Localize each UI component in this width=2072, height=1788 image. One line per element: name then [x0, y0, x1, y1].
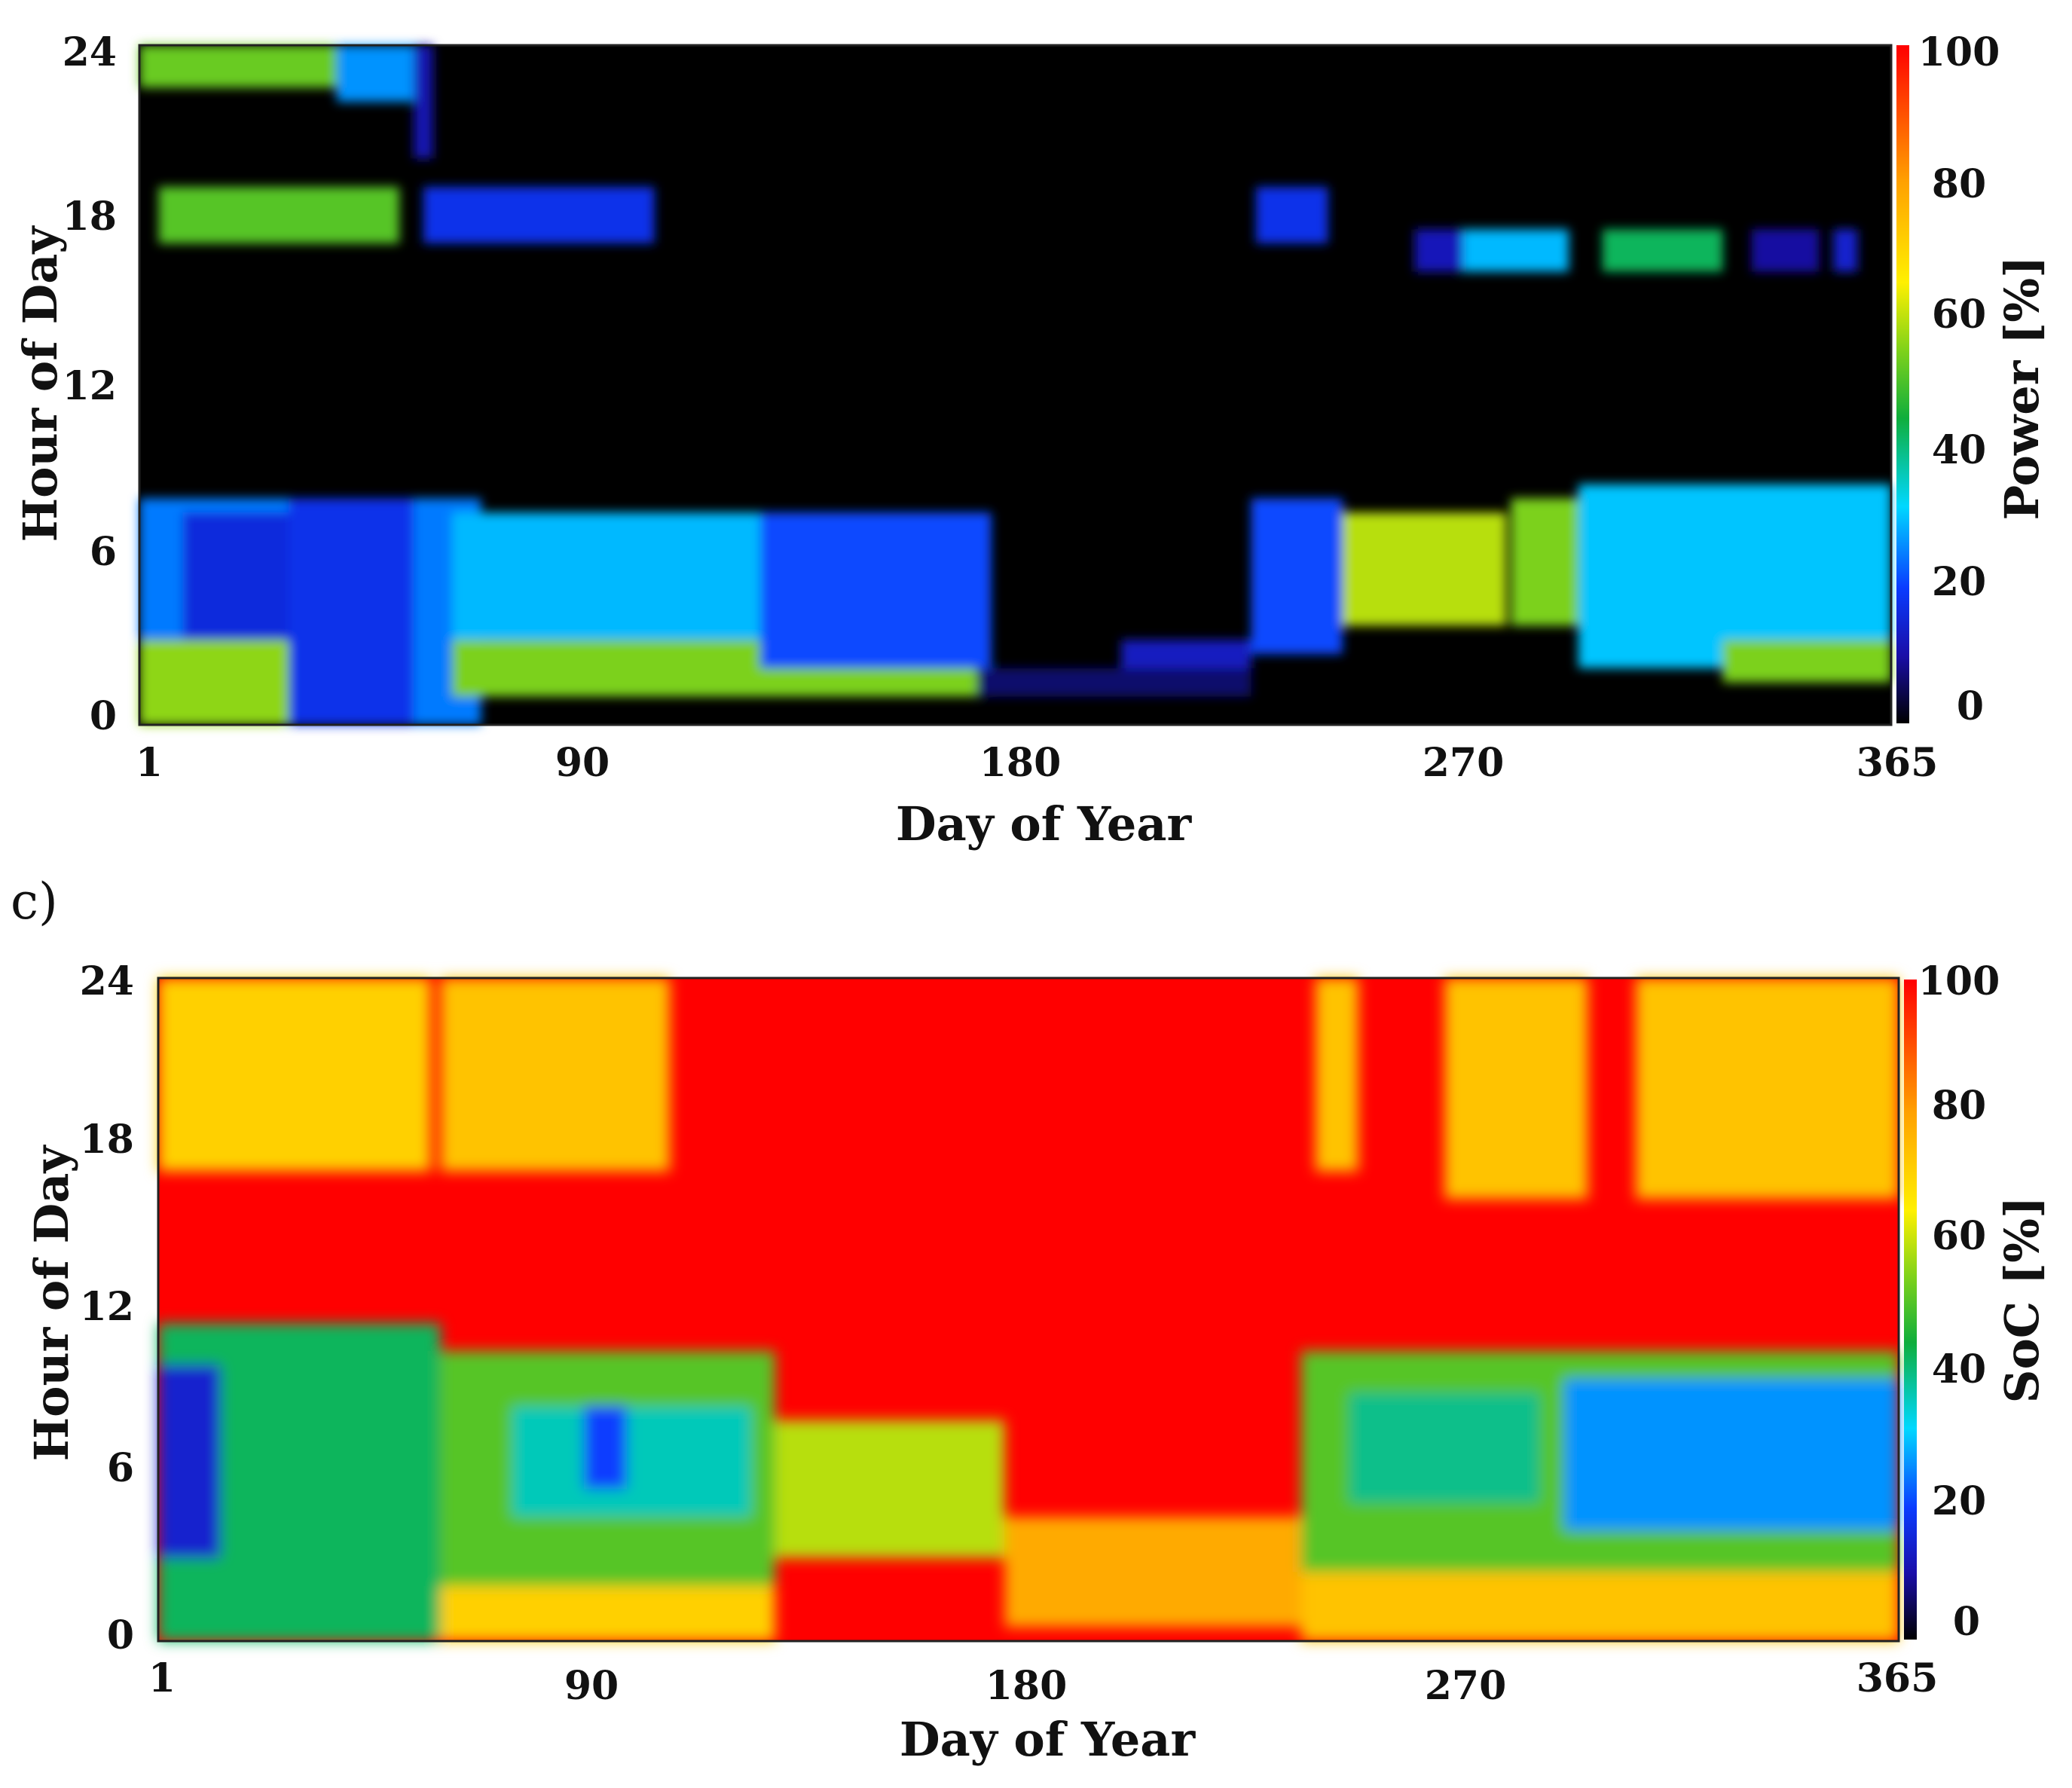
x-tick-label: 365: [1857, 740, 1939, 786]
heatmap-cell: [1349, 1392, 1541, 1503]
heatmap-cell: [512, 1406, 751, 1517]
y-tick-label: 6: [107, 1445, 134, 1491]
x-tick-label: 1: [136, 740, 163, 786]
plot-frame: [138, 44, 1893, 726]
y-axis: 0 6 12 18 24 Hour of Day: [13, 29, 117, 739]
colorbar: 0 20 40 60 80 100 SoC [%]: [1904, 958, 2049, 1645]
heatmap-cell: [1255, 186, 1328, 244]
heatmap-cell: [1833, 229, 1858, 272]
y-tick-label: 18: [80, 1117, 134, 1163]
heatmap-cell: [289, 498, 414, 725]
y-axis-title: Hour of Day: [24, 1145, 79, 1462]
x-axis: 1 90 180 270 365 Day of Year: [136, 740, 1938, 851]
heatmap-cell: [158, 978, 431, 1172]
heatmap-cell: [1315, 978, 1358, 1172]
heatmap-cell: [1251, 498, 1343, 655]
colorbar-title: SoC [%]: [1994, 1197, 2049, 1404]
colorbar-tick-label: 40: [1932, 427, 1986, 473]
y-tick-label: 24: [63, 29, 117, 75]
colorbar-tick-label: 80: [1932, 1083, 1986, 1129]
plot-area: [157, 977, 1900, 1643]
colorbar-tick-label: 60: [1932, 292, 1986, 338]
heatmap-cell: [414, 45, 433, 159]
heatmap-cell: [1635, 978, 1899, 1200]
x-tick-label: 180: [979, 740, 1062, 786]
heatmap-cell: [1462, 229, 1569, 272]
heatmap-cell: [440, 978, 671, 1172]
y-tick-label: 0: [107, 1612, 134, 1658]
heatmap-cell: [423, 186, 655, 244]
soc-heatmap-chart: 0 6 12 18 24 Hour of Day 1 90 180 270 36…: [24, 958, 2049, 1767]
heatmap-cell: [1342, 512, 1507, 626]
heatmap-cell: [1563, 1378, 1899, 1531]
colorbar-tick-label: 100: [1918, 958, 2000, 1004]
colorbar-tick-label: 20: [1932, 1478, 1986, 1524]
colorbar-gradient: [1896, 45, 1909, 723]
colorbar-gradient: [1904, 980, 1917, 1640]
heatmap-cell: [1004, 1517, 1301, 1628]
heatmap-cell: [1414, 229, 1463, 272]
y-tick-label: 0: [90, 693, 117, 739]
heatmap-cell: [1751, 229, 1820, 272]
heatmap-cell: [139, 640, 289, 725]
colorbar-tick-label: 60: [1932, 1213, 1986, 1259]
heatmap-cell: [158, 1365, 221, 1558]
colorbar-tick-label: 20: [1932, 559, 1986, 605]
heatmap-cell: [1121, 640, 1251, 668]
heatmap-cell: [336, 45, 414, 102]
heatmap-cell: [1444, 978, 1588, 1200]
heatmap-cell: [1300, 1572, 1899, 1641]
y-axis-title: Hour of Day: [13, 225, 68, 543]
heatmap-cell: [1511, 498, 1578, 626]
y-tick-label: 24: [80, 958, 134, 1004]
y-tick-label: 18: [63, 194, 117, 240]
heatmap-cell: [976, 668, 1251, 697]
x-tick-label: 270: [1425, 1663, 1507, 1709]
colorbar-tick-label: 80: [1932, 161, 1986, 207]
y-tick-label: 12: [80, 1284, 134, 1330]
plot-area: [138, 44, 1893, 726]
y-tick-label: 12: [63, 363, 117, 409]
x-tick-label: 1: [148, 1655, 176, 1701]
heatmap-cell: [158, 186, 399, 244]
x-tick-label: 90: [564, 1663, 619, 1709]
colorbar-title: Power [%]: [1994, 256, 2049, 521]
colorbar-tick-label: 0: [1957, 683, 1984, 729]
y-axis: 0 6 12 18 24 Hour of Day: [24, 958, 134, 1658]
heatmap-cell: [139, 45, 337, 88]
heatmap-cell: [1722, 640, 1891, 683]
heatmap-cell: [182, 512, 298, 640]
heatmap-cell: [583, 1406, 627, 1490]
heatmap-cell: [1578, 484, 1891, 668]
x-tick-label: 270: [1423, 740, 1505, 786]
heatmap-cell: [759, 512, 992, 668]
heatmap-cell: [440, 1585, 775, 1641]
panel-label: c): [11, 873, 58, 931]
heatmap-cell: [775, 1420, 1005, 1558]
x-tick-label: 365: [1857, 1655, 1939, 1701]
colorbar: 0 20 40 60 80 100 Power [%]: [1896, 29, 2049, 729]
colorbar-tick-label: 40: [1932, 1346, 1986, 1392]
x-tick-label: 90: [555, 740, 610, 786]
plot-frame: [157, 977, 1900, 1643]
x-axis-title: Day of Year: [896, 796, 1193, 851]
colorbar-tick-label: 0: [1953, 1599, 1980, 1645]
colorbar-tick-label: 100: [1918, 29, 2000, 75]
x-tick-label: 180: [986, 1663, 1068, 1709]
y-tick-label: 6: [90, 529, 117, 575]
x-axis: 1 90 180 270 365 Day of Year: [148, 1655, 1938, 1767]
power-heatmap-chart: 0 6 12 18 24 Hour of Day 1 90 180 270 36…: [13, 29, 2049, 851]
x-axis-title: Day of Year: [900, 1712, 1196, 1767]
heatmap-cell: [1602, 229, 1723, 272]
